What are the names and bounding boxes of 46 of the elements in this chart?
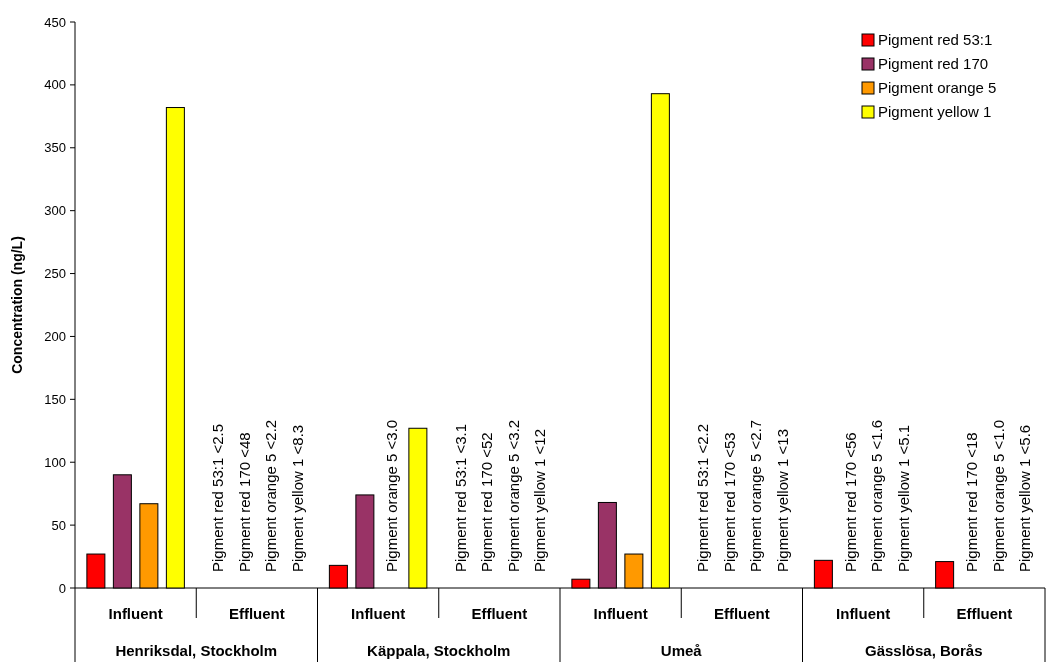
y-tick-label: 200 xyxy=(44,328,66,344)
y-tick-label: 50 xyxy=(51,517,66,533)
annotation: Pigment red 170 <53 xyxy=(720,432,738,572)
text: Henriksdal, Stockholm xyxy=(115,642,278,659)
text: Käppala, Stockholm xyxy=(367,642,511,659)
annotation: Pigment yellow 1 <5.1 xyxy=(894,424,912,572)
annotation: Pigment red 53:1 <3.1 xyxy=(451,423,469,572)
annotation: Pigment yellow 1 <5.6 xyxy=(1016,424,1034,572)
legend-label: Pigment orange 5 xyxy=(878,79,997,97)
annotation: Pigment yellow 1 <12 xyxy=(531,429,549,572)
x-tick-label: Influent xyxy=(108,605,163,622)
y-tick-label: 100 xyxy=(44,454,66,470)
x-tick-label: Effluent xyxy=(956,605,1013,622)
annotation: Pigment orange 5 <1.0 xyxy=(989,419,1007,572)
y-tick-label: 350 xyxy=(44,140,66,156)
y-tick-label: 450 xyxy=(44,14,66,30)
y-tick-label: 0 xyxy=(58,580,66,596)
annotation: Pigment orange 5 <2.2 xyxy=(262,419,280,572)
annotation: Pigment red 53:1 <2.5 xyxy=(209,423,227,572)
annotation: Pigment red 170 <18 xyxy=(963,432,981,572)
x-tick-label: Influent xyxy=(351,605,406,622)
legend-label: Pigment yellow 1 xyxy=(878,103,992,121)
y-tick-label: 400 xyxy=(44,77,66,93)
x-tick-label: Influent xyxy=(593,605,648,622)
x-tick-label: Effluent xyxy=(713,605,770,622)
annotation: Pigment red 53:1 <2.2 xyxy=(694,423,712,572)
y-tick-label: 300 xyxy=(44,203,66,219)
annotation: Pigment yellow 1 <13 xyxy=(773,429,791,572)
y-tick-label: 250 xyxy=(44,266,66,282)
text: Gässlösa, Borås xyxy=(864,642,983,659)
y-axis-title: Concentration (ng/L) xyxy=(9,236,25,374)
x-tick-label: Effluent xyxy=(471,605,528,622)
annotation: Pigment orange 5 <2.7 xyxy=(747,419,765,572)
x-tick-label: Effluent xyxy=(228,605,285,622)
legend-label: Pigment red 53:1 xyxy=(878,31,993,49)
annotation: Pigment orange 5 <1.6 xyxy=(868,419,886,572)
annotation: Pigment red 170 <48 xyxy=(235,432,253,572)
annotation: Pigment red 170 <56 xyxy=(841,432,859,572)
x-tick-label: Influent xyxy=(836,605,891,622)
legend-label: Pigment red 170 xyxy=(878,55,989,73)
y-tick-label: 150 xyxy=(44,391,66,407)
text: Umeå xyxy=(660,642,703,659)
annotation: Pigment yellow 1 <8.3 xyxy=(288,424,306,572)
annotation: Pigment orange 5 <3.2 xyxy=(504,419,522,572)
annotation: Pigment red 170 <52 xyxy=(478,432,496,572)
annotation: Pigment orange 5 <3.0 xyxy=(383,419,401,572)
